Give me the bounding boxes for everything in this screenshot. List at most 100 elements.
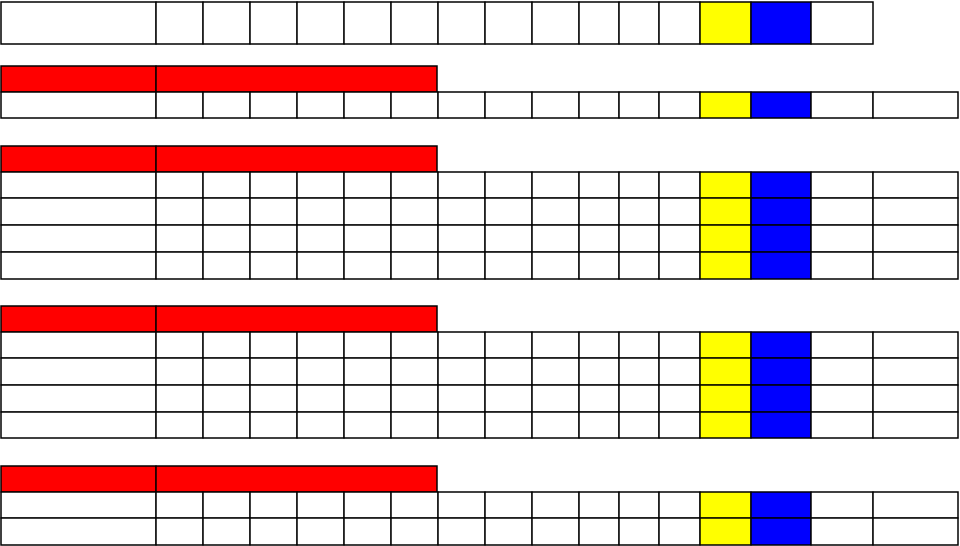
grid-cell (531, 91, 580, 119)
grid-cell (578, 197, 620, 226)
grid-cell (872, 411, 959, 439)
header-cell (578, 1, 620, 45)
grid-cell (618, 197, 660, 226)
grid-cell (343, 224, 392, 253)
grid-cell (155, 331, 204, 359)
grid-cell (296, 91, 345, 119)
grid-cell (202, 224, 251, 253)
grid-cell (437, 197, 486, 226)
grid-cell (437, 251, 486, 280)
grid-cell (750, 171, 812, 199)
grid-cell (618, 91, 660, 119)
grid-cell (296, 384, 345, 413)
grid-cell (578, 384, 620, 413)
grid-cell (658, 251, 701, 280)
grid-cell (155, 411, 204, 439)
grid-cell (578, 171, 620, 199)
grid-cell (531, 224, 580, 253)
grid-cell (531, 331, 580, 359)
grid-cell (249, 197, 298, 226)
grid-cell (872, 91, 959, 119)
grid-cell (484, 91, 533, 119)
grid-cell (343, 491, 392, 519)
grid-cell (343, 411, 392, 439)
grid-cell (531, 517, 580, 546)
grid-cell (531, 197, 580, 226)
grid-cell (658, 384, 701, 413)
grid-cell (810, 357, 874, 386)
grid-cell (578, 491, 620, 519)
section-header-cell (155, 305, 438, 333)
grid-cell (390, 384, 439, 413)
grid-cell (390, 171, 439, 199)
grid-cell (618, 224, 660, 253)
grid-cell (155, 384, 204, 413)
grid-cell (202, 491, 251, 519)
grid-cell (872, 491, 959, 519)
grid-cell (531, 251, 580, 280)
grid-cell (202, 197, 251, 226)
grid-cell (202, 91, 251, 119)
grid-cell (578, 357, 620, 386)
grid-cell (810, 384, 874, 413)
grid-cell (155, 197, 204, 226)
grid-cell (202, 251, 251, 280)
grid-cell (531, 411, 580, 439)
grid-cell (872, 224, 959, 253)
grid-cell (437, 384, 486, 413)
grid-cell (699, 224, 752, 253)
header-cell (658, 1, 701, 45)
grid-cell (249, 411, 298, 439)
grid-cell (618, 357, 660, 386)
grid-cell (658, 357, 701, 386)
grid-cell (343, 197, 392, 226)
grid-cell (0, 384, 157, 413)
grid-cell (810, 251, 874, 280)
section-header-cell (0, 145, 157, 173)
grid-cell (249, 224, 298, 253)
grid-cell (658, 91, 701, 119)
grid-cell (658, 171, 701, 199)
grid-cell (750, 491, 812, 519)
grid-cell (249, 517, 298, 546)
section-header-cell (0, 65, 157, 93)
grid-cell (296, 224, 345, 253)
grid-cell (810, 491, 874, 519)
grid-cell (437, 517, 486, 546)
grid-cell (531, 171, 580, 199)
grid-cell (531, 357, 580, 386)
grid-cell (0, 91, 157, 119)
grid-cell (296, 491, 345, 519)
grid-cell (296, 517, 345, 546)
grid-cell (155, 224, 204, 253)
grid-cell (699, 517, 752, 546)
grid-cell (155, 251, 204, 280)
grid-cell (296, 251, 345, 280)
grid-cell (531, 384, 580, 413)
grid-cell (750, 331, 812, 359)
grid-cell (437, 331, 486, 359)
grid-cell (202, 517, 251, 546)
grid-cell (343, 91, 392, 119)
grid-cell (202, 384, 251, 413)
grid-cell (750, 224, 812, 253)
grid-cell (484, 384, 533, 413)
header-cell (618, 1, 660, 45)
section-header-cell (0, 465, 157, 493)
grid-cell (750, 91, 812, 119)
grid-cell (249, 331, 298, 359)
grid-cell (0, 197, 157, 226)
grid-cell (578, 517, 620, 546)
grid-cell (484, 491, 533, 519)
header-cell (343, 1, 392, 45)
grid-cell (0, 357, 157, 386)
grid-cell (296, 171, 345, 199)
grid-cell (343, 331, 392, 359)
grid-cell (249, 357, 298, 386)
grid-cell (390, 517, 439, 546)
grid-cell (578, 224, 620, 253)
grid-cell (618, 491, 660, 519)
grid-cell (390, 331, 439, 359)
grid-cell (390, 91, 439, 119)
grid-cell (658, 411, 701, 439)
